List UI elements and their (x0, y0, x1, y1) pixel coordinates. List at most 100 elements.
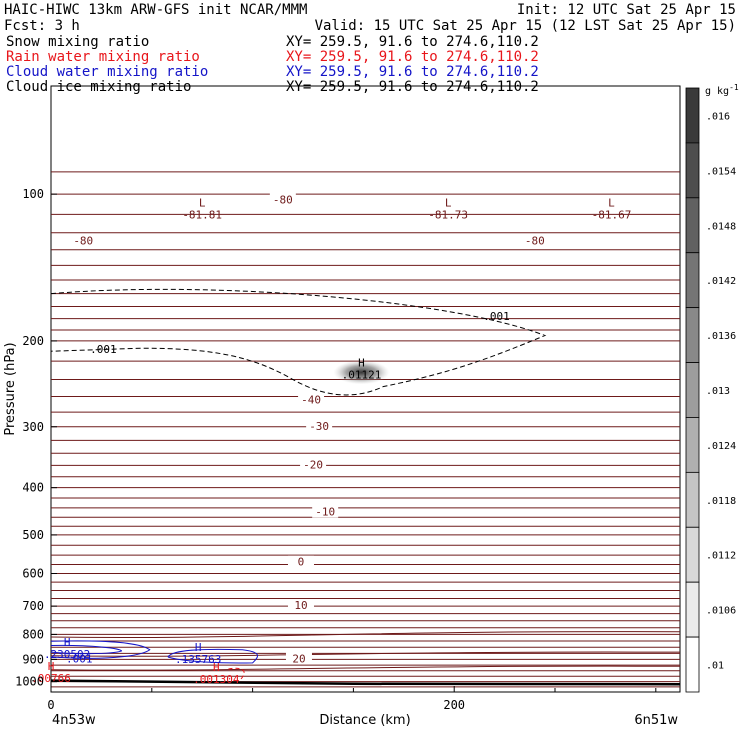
svg-text:-10: -10 (315, 506, 335, 519)
colorbar-label: .0136 (706, 331, 736, 342)
isotherm-label: -10 (312, 505, 339, 519)
cloud-ice-label: .001 (90, 343, 117, 356)
svg-text:20: 20 (292, 652, 305, 665)
colorbar-label: .013 (706, 386, 730, 397)
extremum-marker: L-81.81 (182, 196, 222, 221)
isotherm-label: -40 (298, 393, 325, 406)
extremum-kind: H (64, 636, 71, 649)
isotherm-label: -80 (269, 193, 296, 206)
isotherm-label: -80 (521, 234, 548, 247)
colorbar-label: .0148 (706, 221, 736, 232)
isotherm-line (50, 631, 681, 639)
cloud-water-contour (167, 648, 258, 664)
extremum-marker: H.230502 (44, 636, 90, 661)
field-xy-range: XY= 259.5, 91.6 to 274.6,110.2 (286, 64, 539, 80)
svg-text:-40: -40 (301, 393, 321, 406)
x-tick-label: 200 (443, 698, 465, 712)
header-forecast: Fcst: 3 h (4, 18, 80, 34)
field-name: Cloud water mixing ratio (6, 64, 208, 80)
y-tick-label: 100 (22, 187, 44, 201)
colorbar-swatch (685, 581, 700, 638)
field-name: Cloud ice mixing ratio (6, 79, 191, 95)
x-right-endpoint: 6n51w (634, 713, 678, 728)
extremum-marker: H.00766 (31, 660, 71, 685)
x-axis-label: Distance (km) (319, 713, 410, 728)
y-tick-label: 400 (22, 481, 44, 495)
extremum-value: -81.81 (182, 208, 222, 221)
svg-text:-20: -20 (303, 458, 323, 471)
field-xy-range: XY= 259.5, 91.6 to 274.6,110.2 (286, 79, 539, 95)
colorbar-label: .0124 (706, 441, 736, 452)
y-axis-label: Pressure (hPa) (3, 342, 18, 435)
extremum-kind: H (213, 661, 220, 674)
plot-frame (50, 85, 681, 693)
rain-contour (228, 667, 245, 680)
extremum-value: -81.67 (592, 208, 632, 221)
extremum-marker: H.001304 (193, 661, 240, 686)
field-legend: Snow mixing ratio XY= 259.5, 91.6 to 274.… (6, 34, 539, 95)
svg-text:-30: -30 (309, 420, 329, 433)
header-init: Init: 12 UTC Sat 25 Apr 15 (517, 2, 736, 18)
colorbar: .016 .0154 .0148 .0142 .0136 .013 .0124 .0118 .0… (685, 87, 736, 693)
plot-area: -80-80-80-40-30-20-1001020.001.001.001L-… (31, 171, 681, 688)
colorbar-label: .0106 (706, 606, 736, 617)
cloud-ice-contour (50, 288, 547, 396)
extremum-kind: L (608, 196, 615, 209)
cloud-water-label: .001 (66, 653, 93, 666)
extremum-value: .01121 (342, 369, 382, 382)
isotherm-label: -80 (70, 234, 97, 247)
colorbar-label: .01 (706, 661, 724, 672)
isotherm-line (50, 651, 681, 657)
svg-text:-80: -80 (273, 193, 293, 206)
colorbar-swatch (685, 636, 700, 693)
extremum-marker: L-81.67 (592, 196, 632, 221)
cloud-water-contour (50, 640, 151, 659)
colorbar-swatch (685, 417, 700, 473)
field-xy-range: XY= 259.5, 91.6 to 274.6,110.2 (286, 34, 539, 50)
isotherm-label: 10 (287, 599, 314, 612)
extremum-value: .00766 (31, 672, 71, 685)
svg-text:0: 0 (298, 556, 305, 569)
colorbar-swatch (685, 87, 700, 144)
y-tick-label: 1000 (15, 675, 44, 689)
svg-text:-80: -80 (525, 234, 545, 247)
extremum-value: .135763 (175, 653, 221, 666)
y-tick-label: 200 (22, 334, 44, 348)
colorbar-swatch (685, 471, 700, 528)
field-name: Rain water mixing ratio (6, 49, 200, 65)
colorbar-label: .0154 (706, 166, 736, 177)
isotherm-label: 0 (287, 555, 314, 569)
extremum-value: -81.73 (428, 208, 468, 221)
cloud-ice-label: .001 (483, 310, 510, 323)
y-tick-label: 800 (22, 627, 44, 641)
isotherm-label: 20 (285, 652, 312, 665)
extremum-value: .001304 (193, 673, 240, 686)
colorbar-swatch (685, 252, 700, 309)
extremum-kind: L (445, 196, 452, 209)
colorbar-unit: g kg-1 (705, 83, 739, 97)
field-name: Snow mixing ratio (6, 34, 149, 50)
extremum-marker: H.01121 (342, 357, 382, 382)
field-xy-range: XY= 259.5, 91.6 to 274.6,110.2 (286, 49, 539, 65)
colorbar-label: .0142 (706, 276, 736, 287)
header-title: HAIC-HIWC 13km ARW-GFS init NCAR/MMM (4, 2, 307, 18)
cloud-ice-shading (333, 360, 390, 385)
extremum-kind: H (48, 660, 55, 673)
y-tick-label: 700 (22, 599, 44, 613)
svg-text:-80: -80 (73, 234, 93, 247)
colorbar-label: .0118 (706, 496, 736, 507)
colorbar-swatch (685, 197, 700, 254)
svg-text:10: 10 (294, 599, 307, 612)
extremum-kind: L (199, 196, 206, 209)
colorbar-swatch (685, 526, 700, 583)
extremum-marker: L-81.73 (428, 196, 468, 221)
ground-line (50, 679, 681, 686)
colorbar-label: .016 (706, 111, 730, 122)
y-tick-label: 500 (22, 528, 44, 542)
colorbar-swatch (685, 307, 700, 363)
y-tick-label: 300 (22, 420, 44, 434)
isotherm-line (50, 665, 681, 671)
isotherm-label: -20 (300, 458, 327, 471)
